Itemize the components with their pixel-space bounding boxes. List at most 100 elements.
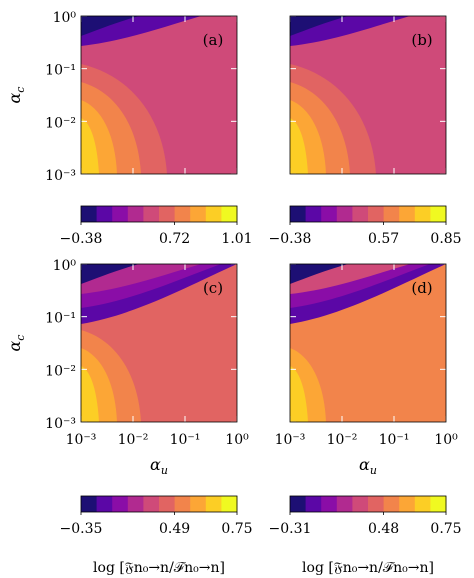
y-axis-label: αc <box>5 87 27 104</box>
y-tick-label: 10⁻² <box>45 363 76 379</box>
panel-label: (a) <box>203 31 224 49</box>
colorbar-swatch <box>368 496 385 512</box>
colorbar-frame <box>80 495 238 513</box>
contour-regions <box>81 16 237 174</box>
colorbar-swatch <box>430 206 447 222</box>
contour-region <box>290 16 348 36</box>
colorbar-swatch <box>81 206 98 222</box>
contour-region <box>290 366 308 422</box>
colorbar-frame <box>289 205 447 223</box>
colorbar-label: log [𝔉n₀→n/ℱn₀→n] <box>93 560 225 576</box>
colorbar-tick-label: 0.85 <box>430 231 461 247</box>
colorbar-frame <box>289 495 447 513</box>
colorbar-swatch <box>127 206 144 222</box>
colorbar-swatch <box>321 206 338 222</box>
colorbar-swatch <box>174 496 191 512</box>
colorbar-swatch <box>305 496 322 512</box>
contour-region <box>290 118 308 174</box>
colorbar: −0.38 0.72 1.01 <box>60 205 253 247</box>
colorbar: −0.31 0.48 0.75 log [𝔉n₀→n/ℱn₀→n] <box>269 495 462 576</box>
plot-frame <box>289 263 447 423</box>
colorbar-swatch <box>336 496 353 512</box>
colorbar-tick-label: −0.31 <box>269 521 312 537</box>
panel-label: (b) <box>411 31 432 49</box>
colorbar-tick-label: 0.75 <box>221 521 252 537</box>
colorbar-swatch <box>143 206 160 222</box>
colorbar: −0.35 0.49 0.75 log [𝔉n₀→n/ℱn₀→n] <box>60 495 253 576</box>
colorbar-swatch <box>336 206 353 222</box>
contour-region <box>290 264 348 284</box>
heatmap-panel: (d) 10⁻³ 10⁻² 10⁻¹ 10⁰ <box>275 263 458 448</box>
x-axis-label: αu <box>150 455 168 477</box>
colorbar-swatch <box>143 496 160 512</box>
colorbar-swatch <box>430 496 447 512</box>
y-tick-label: 10⁻³ <box>45 168 76 184</box>
colorbar-tick-label: −0.38 <box>60 231 103 247</box>
colorbar-swatch <box>159 496 176 512</box>
panel-label: (d) <box>411 279 432 297</box>
y-tick-label: 10⁻¹ <box>45 63 76 79</box>
colorbar-swatch <box>383 496 400 512</box>
panel-label: (c) <box>203 279 223 297</box>
colorbar-swatch <box>96 206 113 222</box>
colorbar-swatch <box>414 206 431 222</box>
colorbar-swatch <box>290 206 307 222</box>
x-tick-label: 10⁻³ <box>66 432 97 448</box>
contour-regions <box>290 264 446 422</box>
heatmap-panel: (c) 10⁻³ 10⁻² 10⁻¹ 10⁰ 10⁻³ 10⁻² 10⁻¹ 10⁰ <box>45 258 249 448</box>
x-tick-label: 10⁰ <box>434 432 458 448</box>
colorbar-swatch <box>190 206 207 222</box>
x-axis-label: αu <box>359 455 377 477</box>
colorbar-swatch <box>81 496 98 512</box>
colorbar-tick-label: 0.48 <box>368 521 399 537</box>
x-tick-label: 10⁻¹ <box>379 432 410 448</box>
contour-regions <box>290 16 446 174</box>
contour-region <box>81 264 139 284</box>
colorbar-swatch <box>290 496 307 512</box>
colorbar-swatch <box>399 206 416 222</box>
x-tick-label: 10⁻² <box>118 432 149 448</box>
x-tick-label: 10⁻¹ <box>170 432 201 448</box>
colorbar-tick-label: 0.72 <box>159 231 190 247</box>
colorbar-swatch <box>205 496 222 512</box>
colorbar-swatch <box>368 206 385 222</box>
contour-region <box>81 118 99 174</box>
colorbar-swatch <box>414 496 431 512</box>
colorbar-swatch <box>221 496 238 512</box>
colorbar-tick-label: −0.35 <box>60 521 103 537</box>
colorbar-frame <box>80 205 238 223</box>
colorbar-swatch <box>383 206 400 222</box>
y-tick-label: 10⁻³ <box>45 416 76 432</box>
y-tick-label: 10⁰ <box>53 10 77 26</box>
plot-frame <box>289 15 447 175</box>
colorbar-swatch <box>221 206 238 222</box>
contour-region <box>81 16 139 36</box>
heatmap-panel: (b) <box>289 15 447 175</box>
colorbar-swatch <box>127 496 144 512</box>
colorbar-swatch <box>190 496 207 512</box>
colorbar-tick-label: 0.49 <box>159 521 190 537</box>
x-tick-label: 10⁻² <box>327 432 358 448</box>
colorbar-swatch <box>159 206 176 222</box>
contour-region <box>81 366 99 422</box>
colorbar-swatch <box>112 206 129 222</box>
colorbar-swatch <box>205 206 222 222</box>
y-axis-label: αc <box>5 335 27 352</box>
colorbar-tick-label: 0.57 <box>368 231 399 247</box>
colorbar-label: log [𝔉n₀→n/ℱn₀→n] <box>302 560 434 576</box>
colorbar-swatch <box>96 496 113 512</box>
contour-regions <box>81 264 237 422</box>
plot-frame <box>80 15 238 175</box>
colorbar-swatch <box>305 206 322 222</box>
colorbar-swatch <box>352 496 369 512</box>
colorbar-tick-label: −0.38 <box>269 231 312 247</box>
y-tick-label: 10⁻¹ <box>45 311 76 327</box>
colorbar-swatch <box>399 496 416 512</box>
colorbar-swatch <box>174 206 191 222</box>
colorbar-tick-label: 1.01 <box>221 231 252 247</box>
x-tick-label: 10⁰ <box>225 432 249 448</box>
colorbar-swatch <box>112 496 129 512</box>
y-tick-label: 10⁰ <box>53 258 77 274</box>
colorbar-tick-label: 0.75 <box>430 521 461 537</box>
